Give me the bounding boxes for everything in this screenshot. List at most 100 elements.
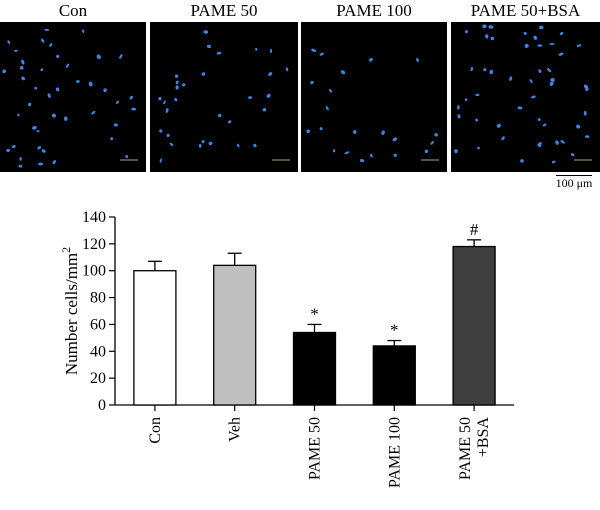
nucleus — [2, 69, 7, 74]
nucleus — [509, 76, 513, 81]
nucleus — [464, 98, 468, 102]
nucleus — [585, 135, 590, 138]
nucleus — [583, 110, 587, 116]
nucleus — [266, 93, 271, 98]
nucleus — [549, 81, 554, 86]
nucleus — [203, 30, 209, 34]
nucleus — [40, 38, 45, 43]
panel-label: PAME 100 — [336, 1, 412, 20]
micrograph-panel — [301, 22, 447, 172]
category-label: Veh — [227, 417, 244, 442]
nucleus — [475, 118, 479, 122]
nucleus — [19, 65, 24, 70]
nucleus — [182, 83, 186, 87]
nucleus — [393, 153, 397, 157]
nucleus — [381, 130, 385, 136]
nucleus — [551, 160, 556, 164]
nucleus — [475, 93, 480, 97]
nucleus — [158, 96, 162, 101]
nucleus — [6, 148, 10, 153]
nucleus — [7, 40, 11, 44]
nucleus — [96, 54, 101, 60]
nucleus — [37, 146, 42, 150]
y-tick-label: 20 — [90, 370, 106, 387]
nucleus — [549, 43, 555, 46]
significance-marker: # — [470, 220, 479, 239]
bar — [213, 264, 257, 406]
nucleus — [198, 144, 202, 148]
nucleus — [91, 110, 96, 115]
nucleus — [482, 24, 487, 29]
nucleus — [340, 70, 346, 75]
nucleus — [520, 159, 524, 163]
nucleus — [129, 95, 133, 100]
nucleus — [369, 153, 373, 158]
nucleus — [424, 149, 429, 154]
nucleus — [201, 140, 205, 144]
nucleus — [430, 140, 434, 145]
bar — [292, 331, 337, 406]
category-label: Con — [147, 417, 164, 444]
category-label: PAME 100 — [386, 417, 403, 488]
nucleus — [82, 29, 85, 33]
nucleus — [175, 80, 179, 85]
nucleus — [19, 157, 22, 161]
scale-bar — [556, 175, 592, 176]
bar — [133, 270, 177, 406]
nucleus — [537, 118, 541, 122]
bar — [372, 345, 416, 406]
scale-bar-label: 100 μm — [548, 176, 600, 191]
nucleus — [517, 106, 523, 110]
nucleus — [28, 102, 32, 107]
nucleus — [537, 44, 543, 47]
category-label: PAME 50 — [307, 417, 324, 480]
category-label: PAME 50 — [457, 417, 474, 480]
scale-bar-unit: μm — [576, 176, 593, 190]
y-axis-label-main: Number cells/mm — [62, 253, 81, 375]
nucleus — [175, 85, 179, 90]
panel-label: PAME 50 — [190, 1, 258, 20]
nucleus — [14, 49, 18, 52]
nucleus — [56, 54, 60, 59]
nucleus — [165, 108, 169, 113]
nucleus — [319, 127, 323, 131]
scale-bar-value: 100 — [555, 176, 574, 190]
nucleus — [369, 57, 373, 62]
micrograph-panel — [150, 22, 298, 172]
nucleus — [47, 93, 51, 98]
y-tick-label: 100 — [82, 263, 106, 280]
y-tick-label: 40 — [90, 343, 106, 360]
nucleus — [38, 162, 44, 166]
nucleus — [538, 142, 542, 146]
nucleus — [329, 88, 333, 93]
nucleus — [583, 84, 589, 89]
nucleus — [285, 67, 289, 72]
nucleus — [63, 116, 68, 121]
nucleus — [547, 68, 552, 73]
nucleus — [110, 137, 114, 140]
nucleus — [76, 80, 80, 83]
nucleus — [319, 52, 324, 56]
nucleus — [558, 52, 564, 56]
nucleus — [163, 100, 166, 105]
nucleus — [166, 133, 170, 138]
nucleus — [49, 43, 53, 47]
category-label: +BSA — [475, 417, 492, 458]
nucleus — [434, 133, 438, 137]
nucleus — [159, 158, 162, 163]
nucleus — [34, 86, 38, 90]
nucleus — [539, 25, 544, 30]
nucleus — [353, 130, 357, 134]
nucleus — [119, 54, 123, 59]
nucleus — [489, 69, 494, 75]
nucleus — [464, 30, 468, 34]
nucleus — [125, 155, 129, 159]
nucleus — [174, 74, 179, 78]
nucleus — [477, 146, 480, 150]
nucleus — [40, 68, 44, 72]
nucleus — [570, 153, 575, 157]
nucleus — [268, 72, 273, 76]
nucleus — [344, 151, 350, 155]
nucleus — [88, 81, 93, 87]
